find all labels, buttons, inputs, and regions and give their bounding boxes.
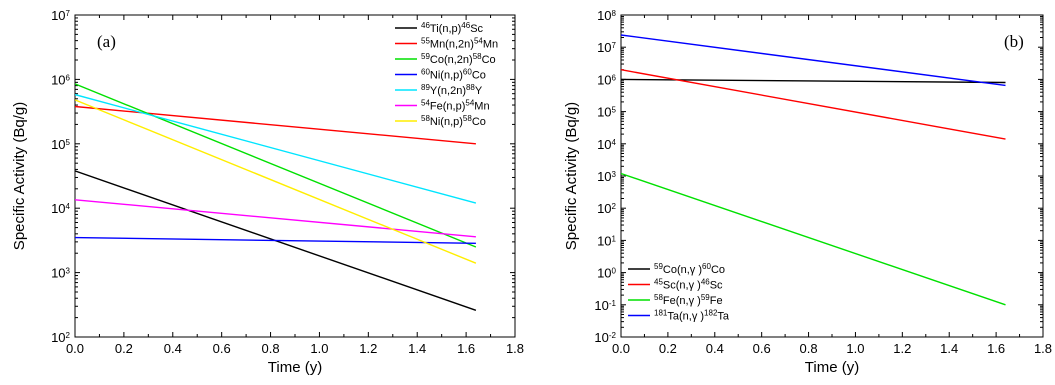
x-tick-label: 0.0	[66, 341, 84, 356]
legend-label: 59Co(n,γ )60Co	[654, 262, 725, 277]
y-axis-title: Specific Activity (Bq/g)	[563, 102, 580, 250]
y-tick-label: 101	[597, 233, 616, 248]
x-tick-label: 1.8	[1034, 341, 1052, 356]
y-tick-label: 104	[597, 137, 616, 152]
series-line	[75, 99, 477, 264]
x-tick-label: 1.8	[506, 341, 524, 356]
legend-label: 89Y(n,2n)88Y	[421, 83, 483, 98]
series-group	[621, 34, 1006, 306]
series-line	[75, 83, 477, 248]
y-tick-label: 105	[597, 105, 616, 120]
x-tick-label: 0.6	[213, 341, 231, 356]
legend-label: 45Sc(n,γ )46Sc	[654, 277, 723, 292]
x-tick-label: 1.2	[359, 341, 377, 356]
y-tick-label: 108	[597, 8, 616, 23]
x-tick-label: 0.8	[800, 341, 818, 356]
x-tick-label: 1.4	[408, 341, 426, 356]
x-tick-label: 0.4	[706, 341, 724, 356]
x-tick-label: 0.4	[164, 341, 182, 356]
panel-label: (a)	[97, 32, 116, 51]
legend-label: 55Mn(n,2n)54Mn	[421, 36, 498, 51]
y-tick-label: 103	[51, 266, 70, 281]
series-line	[621, 172, 1006, 306]
legend-label: 59Co(n,2n)58Co	[421, 52, 496, 67]
x-tick-label: 1.6	[457, 341, 475, 356]
x-tick-label: 0.8	[262, 341, 280, 356]
y-axis-title: Specific Activity (Bq/g)	[11, 102, 28, 250]
legend-label: 54Fe(n,p)54Mn	[421, 98, 490, 113]
x-axis-title: Time (y)	[268, 359, 322, 376]
y-tick-label: 104	[51, 201, 70, 216]
x-tick-label: 0.0	[612, 341, 630, 356]
chart-panel-0: 0.0 0.2 0.4 0.6 0.8 1.0 1.2 1.4 1.6 1.8 102 103 104 1…	[11, 8, 524, 376]
y-tick-label: 10-1	[594, 298, 616, 313]
x-tick-label: 0.6	[753, 341, 771, 356]
series-line	[75, 236, 476, 244]
series-group	[75, 83, 477, 311]
y-tick-label: 10-2	[594, 330, 616, 345]
y-tick-label: 106	[51, 72, 70, 87]
series-line	[621, 69, 1006, 140]
x-tick-label: 0.2	[115, 341, 133, 356]
y-tick-label: 106	[597, 72, 616, 87]
y-tick-label: 107	[597, 40, 616, 55]
x-tick-label: 1.2	[893, 341, 911, 356]
x-tick-label: 1.6	[987, 341, 1005, 356]
series-line	[621, 78, 1006, 84]
y-tick-label: 102	[597, 201, 616, 216]
y-tick-label: 100	[597, 266, 616, 281]
legend-label: 46Ti(n,p)46Sc	[421, 21, 484, 36]
x-tick-label: 1.0	[310, 341, 328, 356]
y-tick-label: 107	[51, 8, 70, 23]
series-line	[75, 199, 476, 238]
legend-label: 181Ta(n,γ )182Ta	[654, 308, 730, 323]
series-line	[621, 34, 1006, 87]
y-tick-label: 105	[51, 137, 70, 152]
x-tick-label: 1.4	[940, 341, 958, 356]
x-tick-label: 1.0	[846, 341, 864, 356]
legend-label: 60Ni(n,p)60Co	[421, 67, 486, 82]
x-tick-label: 0.2	[659, 341, 677, 356]
series-line	[75, 93, 477, 204]
panel-label: (b)	[1004, 32, 1024, 51]
legend-label: 58Fe(n,γ )59Fe	[654, 293, 723, 308]
y-tick-label: 102	[51, 330, 70, 345]
legend: 46Ti(n,p)46Sc55Mn(n,2n)54Mn59Co(n,2n)58C…	[395, 21, 498, 129]
x-axis-title: Time (y)	[805, 359, 859, 376]
y-tick-label: 103	[597, 169, 616, 184]
chart-panel-1: 0.0 0.2 0.4 0.6 0.8 1.0 1.2 1.4 1.6 1.8 10-2 10-1 10…	[563, 8, 1052, 376]
legend-label: 58Ni(n,p)58Co	[421, 114, 486, 129]
